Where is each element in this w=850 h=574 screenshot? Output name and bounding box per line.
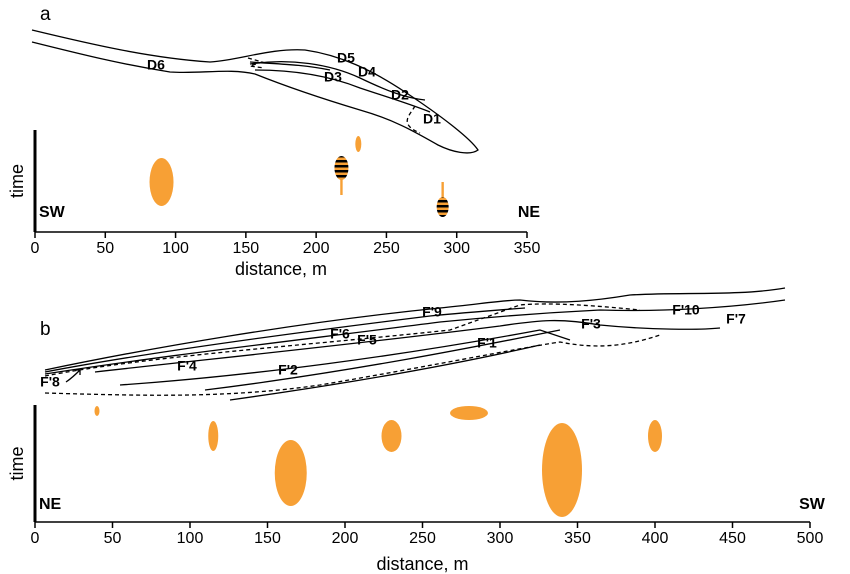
- side-label: NE: [518, 204, 541, 221]
- sketch-label: D3: [324, 69, 342, 85]
- sketch-label: F'8: [40, 374, 60, 390]
- sketch-b: [44, 287, 786, 401]
- x-tick-label: 300: [487, 530, 514, 547]
- x-tick-label: 350: [514, 240, 541, 257]
- sketch-label: D2: [391, 87, 409, 103]
- sketch-label: F'6: [330, 326, 350, 342]
- x-tick-label: 350: [564, 530, 591, 547]
- x-tick-label: 50: [96, 240, 114, 257]
- x-tick-label: 100: [162, 240, 189, 257]
- y-axis-label: time: [7, 446, 27, 480]
- x-tick-label: 100: [177, 530, 204, 547]
- x-tick-label: 200: [332, 530, 359, 547]
- sketch-label: F'10: [672, 302, 700, 318]
- x-tick-label: 250: [409, 530, 436, 547]
- sketch-label: F'9: [422, 304, 442, 320]
- x-tick-label: 250: [373, 240, 400, 257]
- sketch-label: F'1: [477, 335, 497, 351]
- x-tick-label: 300: [443, 240, 470, 257]
- event: [542, 423, 582, 517]
- event-stem: [441, 182, 444, 207]
- side-label: NE: [39, 496, 62, 513]
- sketch-a: [31, 29, 479, 154]
- sketch-label: F'3: [581, 316, 601, 332]
- sketch-label: D6: [147, 57, 165, 73]
- event: [94, 406, 100, 416]
- sketch-label: F'2: [278, 362, 298, 378]
- event: [648, 420, 662, 452]
- panel-label: a: [40, 4, 51, 25]
- sketch-label: F'5: [357, 332, 377, 348]
- x-tick-label: 150: [233, 240, 260, 257]
- sketch-label: D5: [337, 50, 355, 66]
- event: [450, 406, 488, 420]
- event: [208, 421, 219, 451]
- x-axis-label: distance, m: [376, 554, 468, 574]
- x-tick-label: 0: [31, 240, 40, 257]
- x-tick-label: 400: [642, 530, 669, 547]
- y-axis-label: time: [7, 164, 27, 198]
- sketch-label: D4: [358, 64, 376, 80]
- x-tick-label: 500: [797, 530, 824, 547]
- x-tick-label: 0: [31, 530, 40, 547]
- event: [149, 158, 174, 206]
- event: [355, 136, 362, 152]
- sketch-label: F'7: [726, 311, 746, 327]
- x-tick-label: 450: [719, 530, 746, 547]
- sketch-label: D1: [423, 111, 441, 127]
- event: [334, 156, 349, 180]
- x-tick-label: 150: [254, 530, 281, 547]
- side-label: SW: [39, 204, 66, 221]
- panel-label: b: [40, 319, 51, 340]
- side-label: SW: [799, 496, 826, 513]
- event: [436, 197, 449, 217]
- event: [381, 420, 402, 452]
- sketch-label: F'4: [177, 358, 197, 374]
- event: [274, 440, 307, 506]
- x-axis-label: distance, m: [235, 259, 327, 279]
- event-stem: [340, 168, 343, 195]
- x-tick-label: 200: [303, 240, 330, 257]
- x-tick-label: 50: [104, 530, 122, 547]
